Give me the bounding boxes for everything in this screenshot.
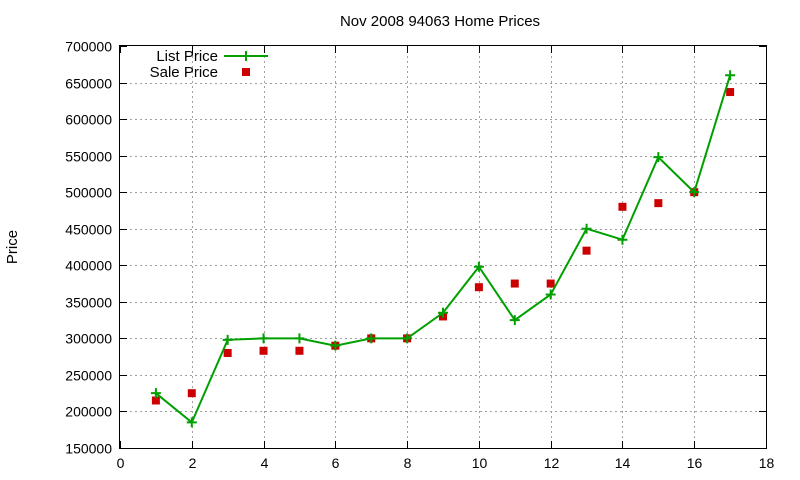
list-price-point: [725, 70, 736, 81]
chart-title: Nov 2008 94063 Home Prices: [340, 13, 540, 30]
y-tick-label: 400000: [65, 258, 112, 274]
x-tick-label: 14: [615, 455, 631, 471]
list-price-point: [653, 152, 664, 163]
sale-price-point: [187, 389, 196, 398]
list-price-point: [294, 333, 305, 344]
list-price-point: [689, 187, 700, 198]
sale-price-point: [474, 283, 483, 292]
x-tick-label: 0: [117, 455, 125, 471]
list-price-point: [402, 333, 413, 344]
grid: [120, 46, 766, 448]
sale-price-point: [726, 88, 735, 97]
sale-price-point: [654, 199, 663, 208]
y-tick-label: 600000: [65, 112, 112, 128]
legend-label-list-price: List Price: [156, 48, 218, 65]
list-price-point: [150, 388, 161, 399]
plot-frame: [119, 45, 767, 449]
x-tick-label: 12: [544, 455, 560, 471]
sale-price-point: [510, 279, 519, 288]
x-tick-label: 18: [759, 455, 775, 471]
sale-price-point: [618, 202, 627, 211]
list-price-point: [438, 307, 448, 318]
legend-marker-list-price: [241, 51, 251, 61]
y-axis: 150000 200000 250000 300000 350000 400000 4500…: [65, 39, 766, 457]
x-tick-label: 4: [261, 455, 269, 471]
x-tick-label: 8: [404, 455, 412, 471]
list-price-point: [581, 223, 592, 234]
y-tick-label: 300000: [65, 331, 112, 347]
sale-price-point: [259, 346, 268, 355]
y-tick-label: 350000: [65, 295, 112, 311]
y-tick-label: 200000: [65, 404, 112, 420]
list-price-point: [366, 333, 377, 344]
list-price-line: [155, 74, 732, 425]
sale-price-point: [223, 348, 232, 357]
x-axis: 0 2 4 6 8 10 12 14 16 18: [117, 46, 775, 471]
legend-marker-sale-price: [242, 68, 250, 76]
list-price-point: [545, 289, 556, 300]
x-tick-label: 6: [332, 455, 340, 471]
list-price-point: [186, 417, 197, 428]
y-tick-label: 550000: [65, 149, 112, 165]
x-tick-label: 16: [687, 455, 703, 471]
y-tick-label: 500000: [65, 185, 112, 201]
y-tick-label: 250000: [65, 368, 112, 384]
y-tick-label: 650000: [65, 76, 112, 92]
list-price-point: [473, 261, 484, 272]
list-price-point: [258, 333, 269, 344]
y-axis-label: Price: [4, 230, 21, 264]
legend-label-sale-price: Sale Price: [150, 64, 218, 81]
y-tick-label: 450000: [65, 222, 112, 238]
y-tick-label: 150000: [65, 441, 112, 457]
y-tick-label: 700000: [65, 39, 112, 55]
list-price-point: [509, 315, 520, 326]
sale-price-point: [151, 396, 160, 405]
list-price-point: [617, 234, 628, 245]
x-tick-label: 10: [472, 455, 488, 471]
list-price-point: [222, 334, 233, 345]
sale-price-point: [295, 346, 304, 355]
sale-price-point: [582, 246, 591, 255]
plot-area: [150, 70, 736, 428]
list-price-point: [330, 340, 341, 351]
x-tick-label: 2: [189, 455, 197, 471]
sale-price-point: [546, 279, 555, 288]
